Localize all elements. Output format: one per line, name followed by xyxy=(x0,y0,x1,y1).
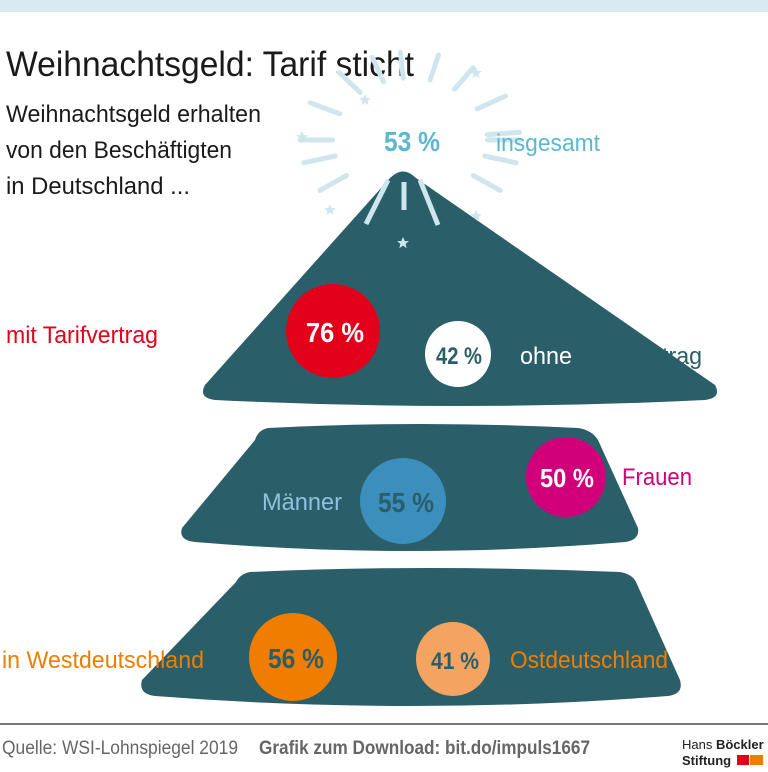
value-west: 56 % xyxy=(268,643,324,674)
value-ohne-tarif: 42 % xyxy=(436,343,482,370)
label-mit-tarif: mit Tarifvertrag xyxy=(6,322,158,349)
sparkle-ray xyxy=(317,173,350,193)
bubble-west xyxy=(249,613,337,701)
bubble-frauen xyxy=(526,437,606,517)
star-icon xyxy=(359,94,371,106)
total-label: insgesamt xyxy=(496,130,600,157)
subtitle-line-3: in Deutschland ... xyxy=(6,173,190,200)
sparkle-ray xyxy=(307,100,343,117)
value-ost: 41 % xyxy=(431,648,479,675)
subtitle-line-2: von den Beschäftigten xyxy=(6,137,232,164)
page-title: Weihnachtsgeld: Tarif sticht xyxy=(6,45,414,84)
sparkle-ray xyxy=(470,173,503,193)
bubble-mit-tarif xyxy=(286,284,380,378)
bubble-ohne-tarif xyxy=(425,321,491,387)
total-value: 53 % xyxy=(384,126,440,157)
star-icon xyxy=(324,204,336,216)
sparkle-ray xyxy=(482,153,519,166)
sparkle-ray xyxy=(427,52,441,83)
hans-boeckler-logo: Hans Böckler Stiftung xyxy=(682,737,764,768)
value-maenner: 55 % xyxy=(378,487,434,518)
sparkle-ray xyxy=(484,129,523,138)
tree-highlights xyxy=(363,178,441,226)
bubble-maenner xyxy=(360,458,446,544)
sparkle-rays xyxy=(297,49,523,193)
sparkle-ray xyxy=(336,70,363,96)
logo-line-2: Stiftung xyxy=(682,753,731,768)
download-link[interactable]: Grafik zum Download: bit.do/impuls1667 xyxy=(259,738,590,759)
source-text: Quelle: WSI-Lohnspiegel 2019 xyxy=(2,738,238,759)
value-mit-tarif: 76 % xyxy=(306,317,364,348)
sparkle-ray xyxy=(397,49,406,81)
bubble-ost xyxy=(416,622,490,696)
sparkle-ray xyxy=(474,93,508,112)
label-ost: Ostdeutschland xyxy=(510,647,668,674)
header-band xyxy=(0,0,768,12)
subtitle-line-1: Weihnachtsgeld erhalten xyxy=(6,101,261,128)
label-west: in Westdeutschland xyxy=(2,647,204,674)
sparkle-ray xyxy=(451,65,476,92)
sparkle-ray xyxy=(301,153,338,166)
christmas-tree xyxy=(141,171,718,706)
sparkle-ray xyxy=(369,54,386,85)
label-tarifvertrag: Tarifvertrag xyxy=(586,343,702,370)
tree-tier-bottom xyxy=(141,568,681,706)
label-frauen: Frauen xyxy=(622,464,692,491)
label-maenner: Männer xyxy=(262,489,342,516)
logo-line-1: Hans Böckler xyxy=(682,737,764,752)
label-ohne: ohne xyxy=(520,343,572,370)
value-frauen: 50 % xyxy=(540,463,594,493)
